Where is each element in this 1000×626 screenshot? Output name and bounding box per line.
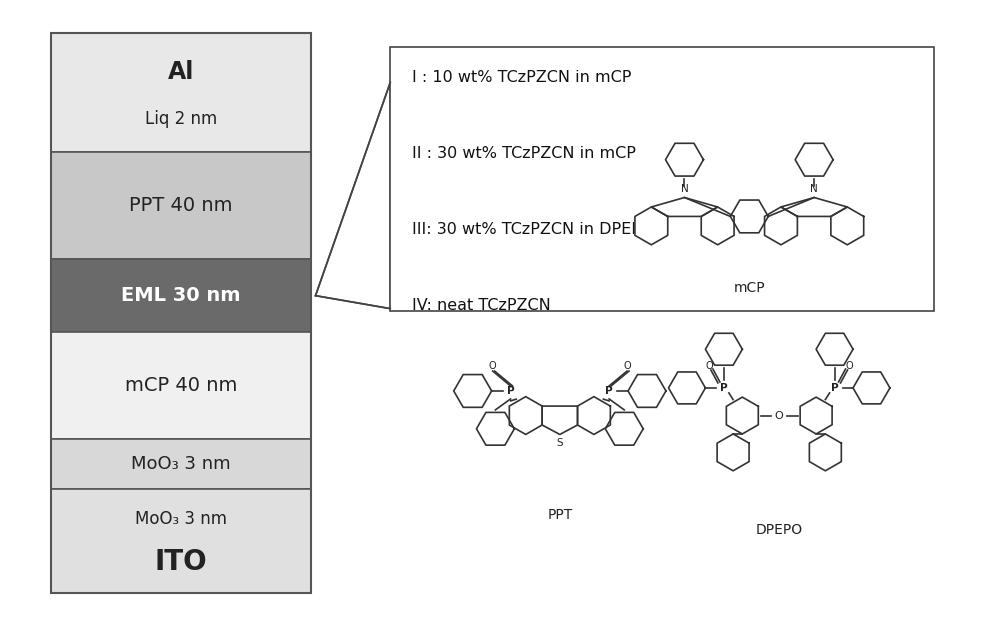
Polygon shape	[542, 406, 578, 434]
Polygon shape	[628, 374, 666, 408]
Bar	[51, 259, 311, 332]
Bar	[51, 33, 311, 593]
Polygon shape	[666, 143, 703, 176]
Polygon shape	[853, 372, 890, 404]
Text: P: P	[831, 383, 838, 393]
Text: O: O	[705, 361, 713, 371]
Polygon shape	[578, 397, 610, 434]
Polygon shape	[635, 207, 668, 245]
Polygon shape	[795, 143, 833, 176]
Text: IV: neat TCzPZCN: IV: neat TCzPZCN	[412, 298, 551, 313]
Text: O: O	[775, 411, 784, 421]
Text: PPT 40 nm: PPT 40 nm	[129, 197, 233, 215]
Polygon shape	[669, 372, 705, 404]
Polygon shape	[831, 207, 864, 245]
Polygon shape	[316, 83, 390, 309]
Text: P: P	[605, 386, 613, 396]
Text: mCP: mCP	[733, 281, 765, 295]
Text: I : 10 wt% TCzPZCN in mCP: I : 10 wt% TCzPZCN in mCP	[412, 70, 632, 85]
Polygon shape	[800, 397, 832, 434]
Text: N: N	[681, 183, 688, 193]
Polygon shape	[651, 198, 718, 217]
Polygon shape	[816, 333, 853, 365]
Text: Liq 2 nm: Liq 2 nm	[145, 110, 217, 128]
Text: Al: Al	[168, 60, 194, 84]
Text: EML 30 nm: EML 30 nm	[121, 286, 241, 305]
Text: MoO₃ 3 nm: MoO₃ 3 nm	[131, 455, 231, 473]
Bar	[390, 48, 934, 310]
Polygon shape	[765, 207, 797, 245]
Bar	[51, 490, 311, 593]
Polygon shape	[476, 413, 514, 445]
Text: ITO: ITO	[155, 548, 207, 577]
Polygon shape	[701, 207, 734, 245]
Bar	[51, 439, 311, 490]
Text: III: 30 wt% TCzPZCN in DPEPO: III: 30 wt% TCzPZCN in DPEPO	[412, 222, 654, 237]
Text: DPEPO: DPEPO	[756, 523, 803, 537]
Text: MoO₃ 3 nm: MoO₃ 3 nm	[135, 510, 227, 528]
Polygon shape	[726, 397, 758, 434]
Polygon shape	[705, 333, 742, 365]
Bar	[51, 332, 311, 439]
Text: PPT: PPT	[547, 508, 572, 522]
Polygon shape	[454, 374, 492, 408]
Polygon shape	[809, 434, 841, 471]
Polygon shape	[717, 434, 749, 471]
Text: mCP 40 nm: mCP 40 nm	[125, 376, 237, 395]
Bar	[51, 33, 311, 152]
Text: S: S	[557, 438, 563, 448]
Polygon shape	[730, 200, 768, 233]
Polygon shape	[781, 198, 847, 217]
Polygon shape	[605, 413, 643, 445]
Text: P: P	[720, 383, 728, 393]
Text: II : 30 wt% TCzPZCN in mCP: II : 30 wt% TCzPZCN in mCP	[412, 146, 636, 161]
Text: O: O	[489, 361, 496, 371]
Text: N: N	[810, 183, 818, 193]
Text: P: P	[507, 386, 514, 396]
Text: O: O	[623, 361, 631, 371]
Text: O: O	[846, 361, 853, 371]
Polygon shape	[509, 397, 542, 434]
Bar	[51, 152, 311, 259]
